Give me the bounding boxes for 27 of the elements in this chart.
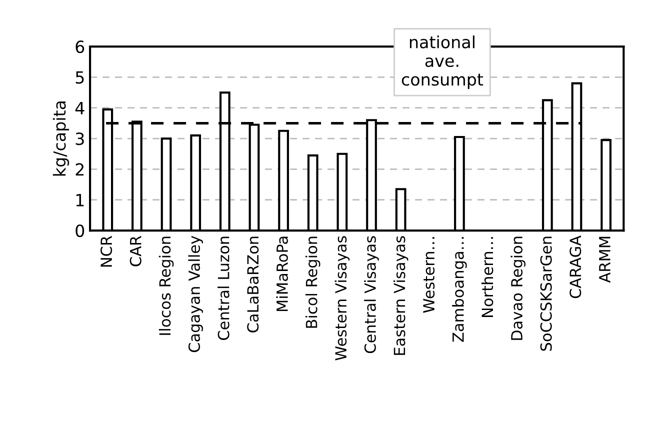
x-tick-label: CAR — [130, 236, 142, 266]
y-tick-label: 5 — [76, 71, 84, 84]
x-tick-label: Eastern Visayas — [393, 236, 408, 355]
x-tick-label: SoCCSKSarGen — [540, 236, 552, 351]
x-tick-label: ARMM — [599, 236, 610, 283]
x-tick-label: Northern… — [481, 237, 494, 317]
x-tick-label: CARAGA — [570, 236, 582, 298]
x-tick-label: Cagayan Valley — [188, 236, 203, 352]
y-tick-label: 2 — [76, 163, 84, 176]
y-tick-label: 1 — [76, 194, 84, 206]
ref-line-label: national ave. consumpt — [402, 35, 484, 89]
y-axis-title: kg/capita — [52, 101, 70, 176]
x-tick-label: Central Visayas — [364, 236, 379, 354]
y-tick-label: 0 — [76, 224, 84, 238]
y-tick-label: 4 — [75, 102, 84, 114]
x-tick-label: Central Luzon — [218, 236, 230, 340]
x-tick-label: Davao Region — [510, 236, 526, 340]
x-tick-label: MiMaRoPa — [276, 236, 288, 312]
x-tick-label: Western Visayas — [334, 236, 350, 360]
x-tick-label: Zamboanga… — [452, 237, 467, 342]
y-tick-label: 6 — [76, 40, 84, 54]
y-tick-label: 3 — [76, 132, 84, 146]
x-tick-label: NCR — [100, 236, 112, 267]
x-tick-label: Western… — [423, 237, 435, 313]
x-tick-label: Bicol Region — [305, 236, 320, 328]
x-tick-label: CaLaBaRZon — [247, 236, 259, 332]
x-tick-label: Ilocos Region — [158, 236, 174, 335]
